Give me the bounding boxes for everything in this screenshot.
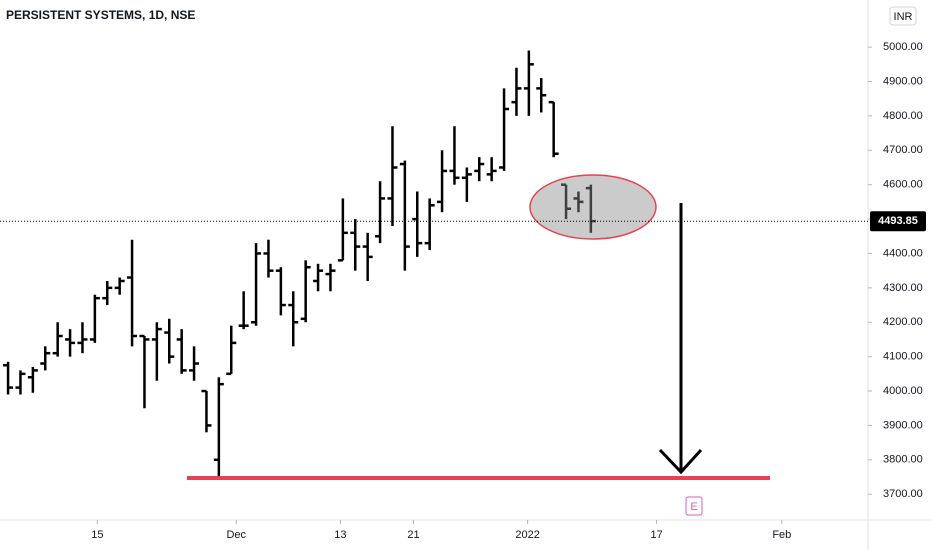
y-tick-label: 4100.00 (883, 351, 923, 363)
marks (3, 50, 596, 479)
x-tick-label: 17 (650, 529, 662, 541)
y-tick-label: 3800.00 (883, 454, 923, 466)
currency-label: INR (894, 11, 913, 23)
y-tick-label: 4900.00 (883, 75, 923, 87)
y-tick-label: 4000.00 (883, 385, 923, 397)
y-tick-label: 4200.00 (883, 316, 923, 328)
x-tick-label: 2022 (515, 529, 539, 541)
x-tick-label: Feb (772, 529, 791, 541)
x-tick-label: 21 (407, 529, 419, 541)
chart-title: PERSISTENT SYSTEMS, 1D, NSE (6, 8, 195, 22)
y-tick-label: 3900.00 (883, 419, 923, 431)
x-tick-label: Dec (226, 529, 246, 541)
arrow-head (658, 448, 703, 475)
y-tick-label: 4400.00 (883, 247, 923, 259)
highlight-ellipse (529, 174, 657, 240)
y-tick-label: 4700.00 (883, 144, 923, 156)
y-tick-label: 4800.00 (883, 110, 923, 122)
y-tick-label: 4300.00 (883, 282, 923, 294)
last-price-box (870, 211, 926, 232)
x-tick-label: 13 (334, 529, 346, 541)
event-marker-label: E (690, 501, 697, 513)
event-marker-box[interactable] (685, 496, 703, 516)
y-tick-label: 5000.00 (883, 41, 923, 53)
y-tick-label: 4600.00 (883, 179, 923, 191)
y-tick-label: 3700.00 (883, 488, 923, 500)
currency-badge[interactable] (889, 6, 917, 26)
x-tick-label: 15 (91, 529, 103, 541)
last-price-label: 4493.85 (878, 215, 918, 227)
